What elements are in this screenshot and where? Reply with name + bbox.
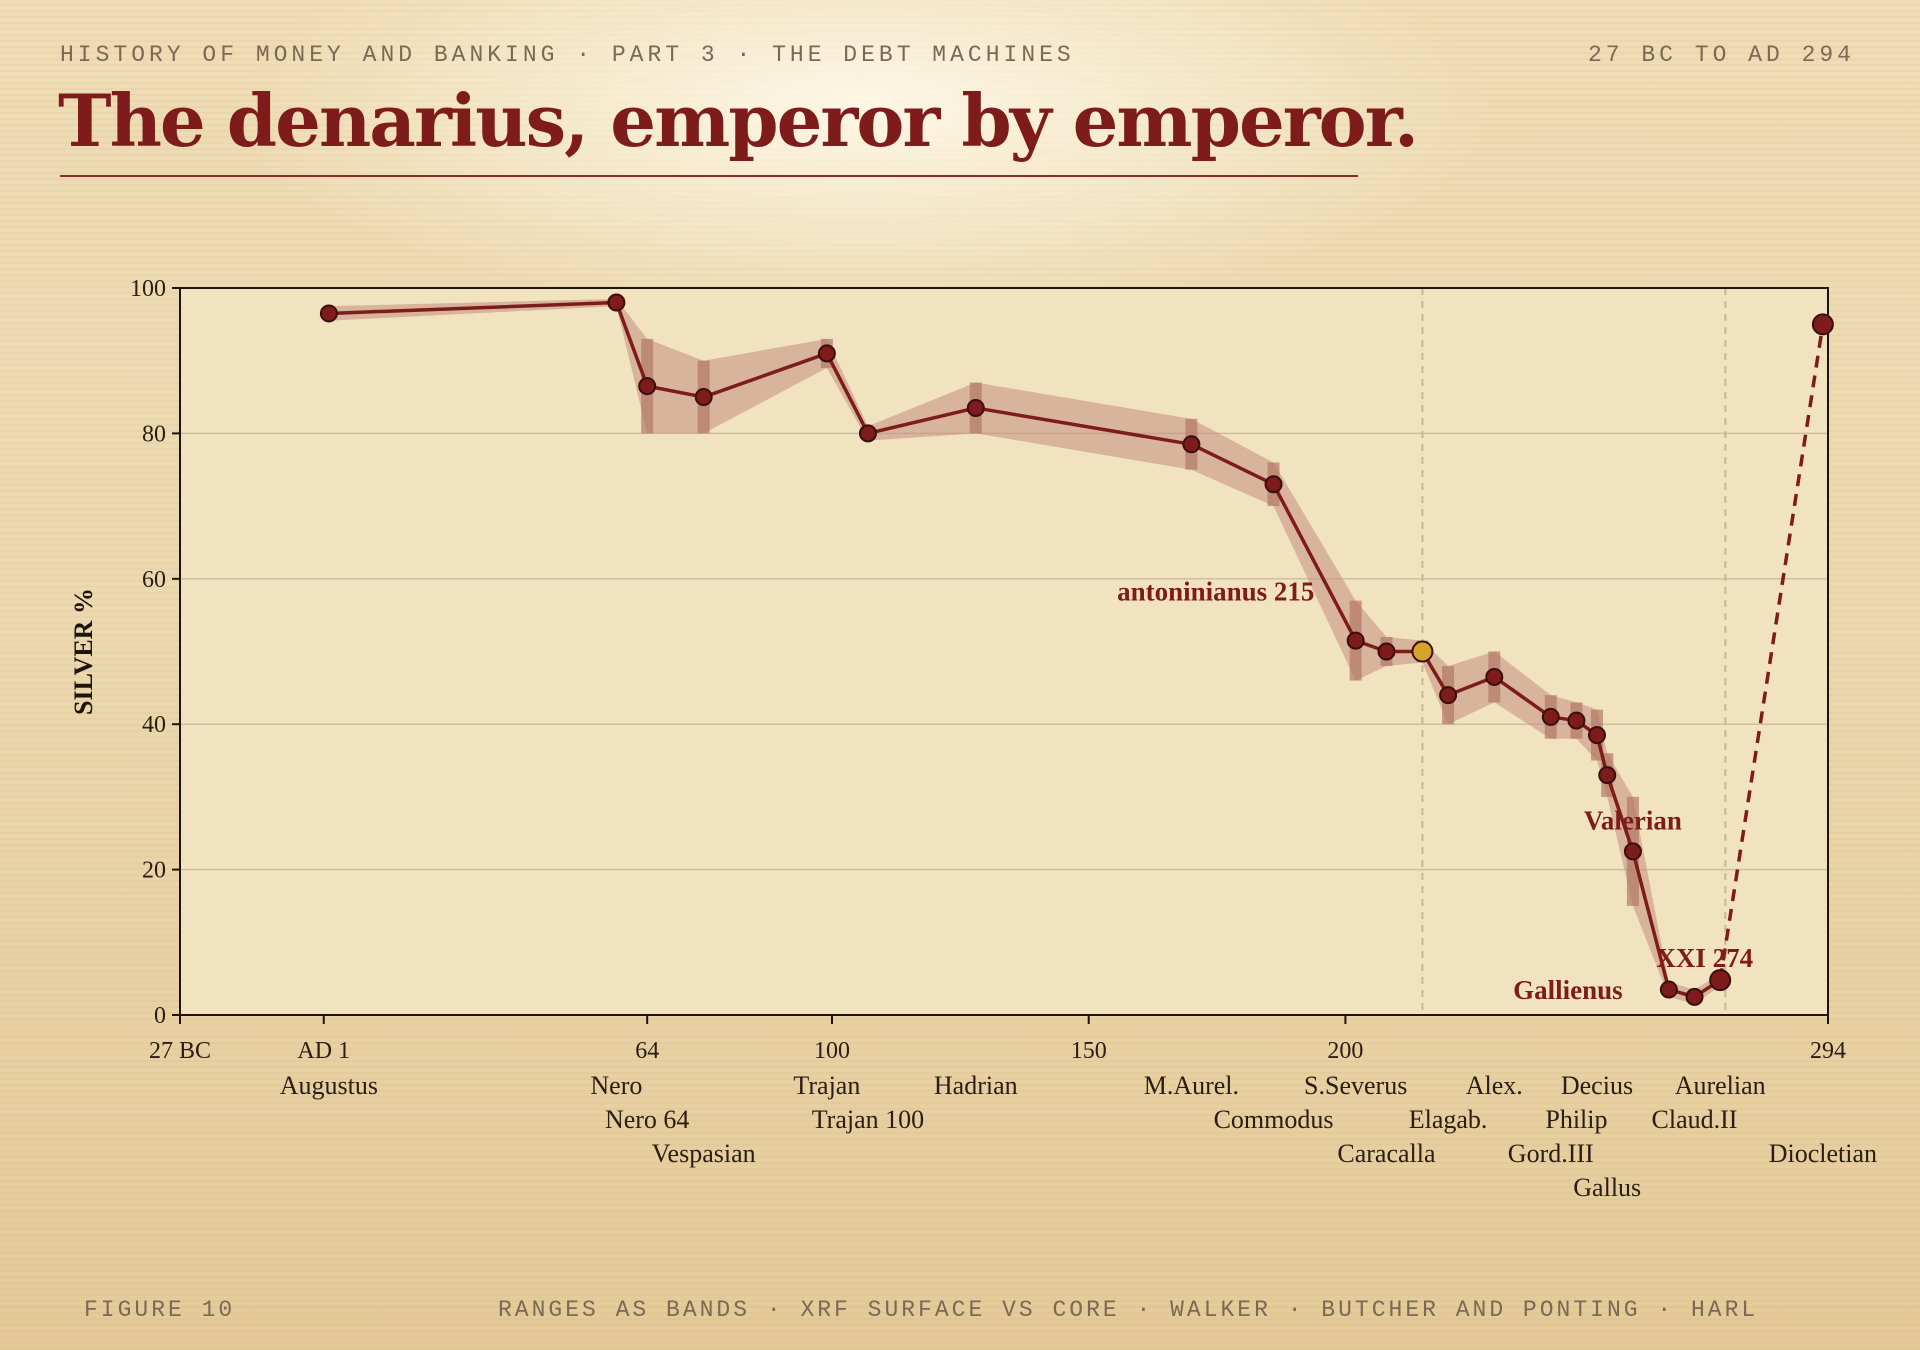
emperor-label: Augustus bbox=[280, 1071, 378, 1100]
data-point bbox=[1598, 766, 1617, 785]
data-point bbox=[966, 398, 985, 417]
range-band bbox=[328, 298, 1721, 1005]
data-point bbox=[858, 424, 877, 443]
annotation-label: Valerian bbox=[1584, 806, 1682, 836]
x-tick-label: 27 BC bbox=[149, 1038, 211, 1064]
emperor-label: Trajan 100 bbox=[812, 1105, 924, 1134]
data-point bbox=[1709, 969, 1732, 992]
emperor-label: Commodus bbox=[1214, 1105, 1334, 1134]
data-point bbox=[1346, 631, 1365, 650]
emperor-label: Elagab. bbox=[1409, 1105, 1488, 1134]
series-kicker: HISTORY OF MONEY AND BANKING · PART 3 · … bbox=[60, 42, 1075, 68]
annotation-label: Gallienus bbox=[1513, 975, 1623, 1005]
data-point bbox=[319, 304, 338, 323]
annotation-label: XXI 274 bbox=[1656, 943, 1753, 973]
emperor-label: Gord.III bbox=[1508, 1139, 1594, 1168]
emperor-label: Gallus bbox=[1573, 1173, 1641, 1202]
x-tick-label: 294 bbox=[1810, 1038, 1846, 1064]
y-tick-label: 20 bbox=[142, 858, 166, 884]
series-line bbox=[328, 300, 1722, 999]
y-tick-label: 80 bbox=[142, 421, 166, 447]
data-point bbox=[1623, 842, 1642, 861]
emperor-label: Caracalla bbox=[1337, 1139, 1436, 1168]
emperor-label: Nero 64 bbox=[605, 1105, 689, 1134]
emperor-label: Decius bbox=[1561, 1071, 1633, 1100]
annotations: antoninianus 215 Valerian XXI 274 Gallienus bbox=[1117, 577, 1753, 1005]
data-point bbox=[1685, 987, 1704, 1006]
emperor-label: Nero bbox=[590, 1071, 642, 1100]
data-point bbox=[694, 388, 713, 407]
page-title: The denarius, emperor by emperor. bbox=[58, 78, 1419, 163]
x-tick-label: AD 1 bbox=[297, 1038, 350, 1064]
emperor-label: Alex. bbox=[1466, 1071, 1523, 1100]
y-axis-label: SILVER % bbox=[69, 588, 98, 715]
data-point bbox=[1485, 667, 1504, 686]
y-tick-label: 100 bbox=[130, 276, 166, 302]
series-dashed-line bbox=[1718, 324, 1825, 981]
data-point bbox=[1541, 707, 1560, 726]
emperor-label: Claud.II bbox=[1652, 1105, 1738, 1134]
emperor-label: S.Severus bbox=[1304, 1071, 1407, 1100]
figure-number: FIGURE 10 bbox=[84, 1297, 236, 1323]
y-tick-label: 60 bbox=[142, 567, 166, 593]
x-tick-label: 100 bbox=[814, 1038, 850, 1064]
data-point bbox=[1182, 435, 1201, 454]
y-tick-label: 0 bbox=[154, 1003, 166, 1029]
emperor-labels: Augustus Nero Nero 64 Vespasian Trajan Trajan… bbox=[280, 1071, 1877, 1202]
title-rule bbox=[60, 175, 1358, 177]
emperor-label: Diocletian bbox=[1769, 1139, 1877, 1168]
x-tick-label: 200 bbox=[1327, 1038, 1363, 1064]
emperor-label: Aurelian bbox=[1675, 1071, 1766, 1100]
data-point bbox=[1659, 980, 1678, 999]
emperor-label: Trajan bbox=[793, 1071, 860, 1100]
grid-lines bbox=[180, 432, 1828, 871]
data-point bbox=[1587, 726, 1606, 745]
data-point bbox=[1567, 711, 1586, 730]
data-point bbox=[1264, 475, 1283, 494]
annotation-label: antoninianus 215 bbox=[1117, 577, 1314, 607]
plot-frame bbox=[179, 287, 1829, 1016]
data-point bbox=[638, 377, 657, 396]
data-points bbox=[319, 293, 1834, 1006]
data-point bbox=[1377, 642, 1396, 661]
emperor-label: Philip bbox=[1545, 1105, 1607, 1134]
x-axis: 27 BC AD 1 64 100 150 200 294 bbox=[149, 1015, 1846, 1064]
date-range: 27 BC TO AD 294 bbox=[1587, 42, 1855, 68]
emperor-label: Hadrian bbox=[934, 1071, 1018, 1100]
y-axis: 0 20 40 60 80 100 bbox=[130, 276, 180, 1029]
x-tick-label: 150 bbox=[1071, 1038, 1107, 1064]
x-tick-label: 64 bbox=[635, 1038, 659, 1064]
data-point bbox=[817, 344, 836, 363]
emperor-label: M.Aurel. bbox=[1144, 1071, 1239, 1100]
y-tick-label: 40 bbox=[142, 712, 166, 738]
highlight-point bbox=[1411, 640, 1434, 663]
data-point bbox=[607, 293, 626, 312]
sources-note: RANGES AS BANDS · XRF SURFACE VS CORE · … bbox=[498, 1297, 1759, 1323]
emperor-label: Vespasian bbox=[652, 1139, 756, 1168]
data-point bbox=[1439, 686, 1458, 705]
data-point bbox=[1811, 313, 1834, 336]
reference-lines bbox=[1421, 288, 1727, 1015]
